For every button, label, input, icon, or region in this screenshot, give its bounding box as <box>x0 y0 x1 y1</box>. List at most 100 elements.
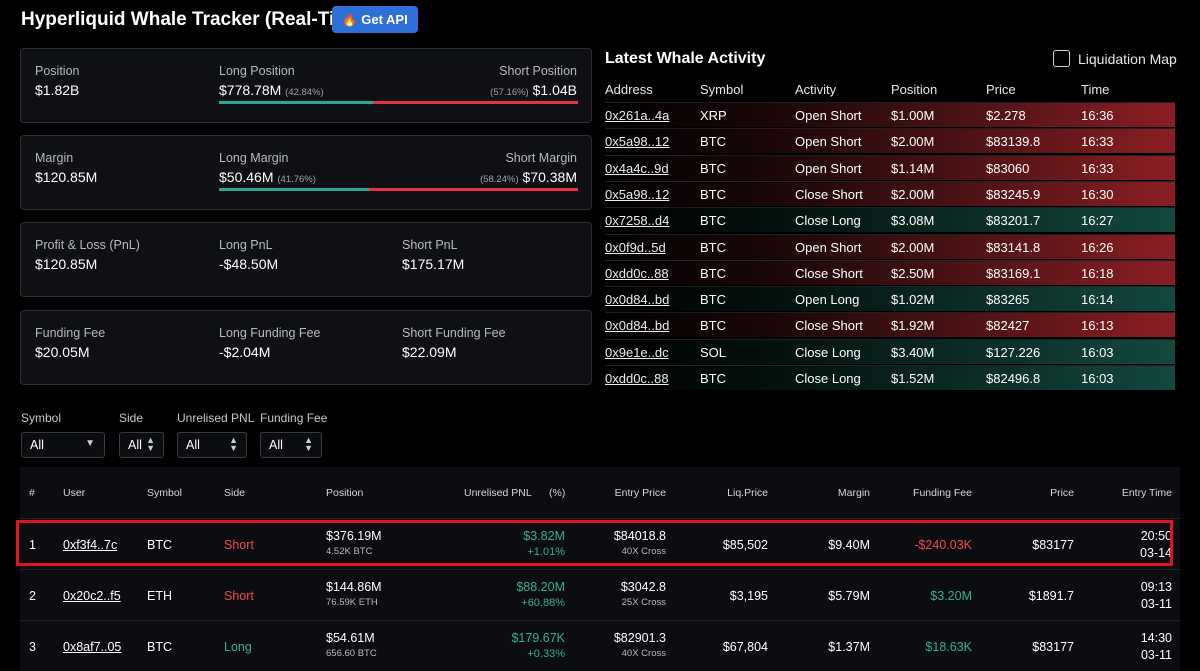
activity-position: $1.52M <box>891 371 935 386</box>
th-pct: (%) <box>549 487 566 499</box>
th-entry-time: Entry Time <box>1121 487 1172 499</box>
side-filter-select[interactable]: All ▲ ▼ <box>119 432 164 458</box>
unrealised-pnl-filter-select[interactable]: All ▲ ▼ <box>177 432 247 458</box>
row-price: $83177 <box>1032 640 1074 654</box>
activity-type: Close Long <box>795 213 861 229</box>
get-api-label: Get API <box>361 12 408 27</box>
row-unrealised-pnl-pct: +0.33% <box>527 648 565 660</box>
row-unrealised-pnl: $3.82M <box>523 529 565 543</box>
th-price: Price <box>1050 487 1074 499</box>
activity-title: Latest Whale Activity <box>605 50 766 67</box>
long-margin-label: Long Margin <box>219 151 289 165</box>
activity-type: Open Short <box>795 239 862 255</box>
activity-row: 0x4a4c..9d BTC Open Short $1.14M $83060 16:33 <box>605 154 1175 180</box>
activity-position: $2.00M <box>891 186 935 202</box>
table-row[interactable]: 3 0x8af7..05 BTC Long $54.61M 656.60 BTC $179.… <box>20 620 1180 671</box>
activity-row: 0x9e1e..dc SOL Close Long $3.40M $127.226 16:… <box>605 338 1175 364</box>
pnl-value: $120.85M <box>35 256 98 272</box>
pnl-label: Profit & Loss (PnL) <box>35 238 140 252</box>
activity-time: 16:36 <box>1081 108 1114 123</box>
row-leverage: 40X Cross <box>621 648 666 659</box>
updown-icon: ▲ ▼ <box>146 435 155 453</box>
activity-address-link[interactable]: 0x5a98..12 <box>605 134 670 150</box>
unrealised-pnl-filter-label: Unrelised PNL <box>177 411 255 425</box>
activity-address-link[interactable]: 0xdd0c..88 <box>605 371 669 386</box>
activity-row: 0x261a..4a XRP Open Short $1.00M $2.278 16:36 <box>605 102 1175 127</box>
activity-address-link[interactable]: 0x0d84..bd <box>605 292 670 308</box>
row-leverage: 40X Cross <box>621 546 666 557</box>
activity-address-link[interactable]: 0x5a98..12 <box>605 186 670 202</box>
activity-row: 0xdd0c..88 BTC Close Short $2.50M $83169.1 16… <box>605 259 1175 285</box>
table-row[interactable]: 1 0xf3f4..7c BTC Short $376.19M 4.52K BTC $3.8… <box>20 518 1180 569</box>
row-leverage: 25X Cross <box>621 597 666 608</box>
activity-position: $2.50M <box>891 265 935 281</box>
activity-address-link[interactable]: 0x0f9d..5d <box>605 239 666 255</box>
activity-price: $2.278 <box>986 108 1026 123</box>
row-price: $83177 <box>1032 538 1074 552</box>
activity-position: $1.14M <box>891 160 935 176</box>
activity-row: 0x5a98..12 BTC Open Short $2.00M $83139.8 16:… <box>605 128 1175 154</box>
page-title: Hyperliquid Whale Tracker (Real-Time) <box>21 9 369 30</box>
user-address-link[interactable]: 0x20c2..f5 <box>63 589 121 603</box>
funding-fee-filter-select[interactable]: All ▲ ▼ <box>260 432 322 458</box>
margin-card: Margin $120.85M Long Margin $50.46M (41.… <box>20 135 592 210</box>
activity-position: $1.92M <box>891 318 935 334</box>
table-header: # User Symbol Side Position Unrelised PN… <box>20 467 1180 517</box>
liquidation-map-toggle[interactable]: Liquidation Map <box>1053 50 1177 67</box>
long-funding-label: Long Funding Fee <box>219 326 321 340</box>
activity-price: $83141.8 <box>986 239 1041 255</box>
row-entry-date: 03-11 <box>1140 597 1172 611</box>
fire-icon: 🔥 <box>342 12 358 27</box>
table-row[interactable]: 2 0x20c2..f5 ETH Short $144.86M 76.59K ETH $88… <box>20 569 1180 620</box>
user-address-link[interactable]: 0x8af7..05 <box>63 640 122 654</box>
th-funding-fee: Funding Fee <box>913 487 972 499</box>
user-address-link[interactable]: 0xf3f4..7c <box>63 538 118 552</box>
row-unrealised-pnl: $88.20M <box>516 580 565 594</box>
margin-label: Margin <box>35 151 74 165</box>
activity-symbol: BTC <box>700 371 726 386</box>
th-entry-price: Entry Price <box>614 487 666 499</box>
position-value: $1.82B <box>35 82 80 98</box>
activity-row: 0x5a98..12 BTC Close Short $2.00M $83245.9 16… <box>605 180 1175 206</box>
row-margin: $9.40M <box>828 538 870 552</box>
get-api-button[interactable]: 🔥 Get API <box>332 6 418 33</box>
activity-address-link[interactable]: 0x4a4c..9d <box>605 160 669 176</box>
updown-icon: ▲ ▼ <box>229 435 238 453</box>
row-unrealised-pnl-pct: +1.01% <box>527 546 565 558</box>
short-position-value: (57.16%) $1.04B <box>490 82 577 98</box>
activity-price: $83139.8 <box>986 134 1041 150</box>
chevron-down-icon: ▼ <box>85 438 95 449</box>
activity-position: $1.02M <box>891 292 935 308</box>
funding-fee-filter-label: Funding Fee <box>260 411 328 425</box>
symbol-filter-select[interactable]: All ▼ <box>21 432 105 458</box>
activity-address-link[interactable]: 0xdd0c..88 <box>605 265 669 281</box>
liquidation-map-checkbox[interactable] <box>1053 50 1070 67</box>
position-label: Position <box>35 64 80 78</box>
row-position-size: 76.59K ETH <box>326 597 378 608</box>
activity-time: 16:13 <box>1081 318 1114 334</box>
row-position: $376.19M <box>326 529 382 543</box>
th-side: Side <box>224 487 246 499</box>
funding-fee-value: $20.05M <box>35 344 90 360</box>
activity-symbol: BTC <box>700 186 726 202</box>
symbol-filter-label: Symbol <box>21 411 62 425</box>
row-side: Short <box>224 589 254 603</box>
activity-price: $83060 <box>986 160 1030 176</box>
activity-type: Close Short <box>795 265 863 281</box>
col-address: Address <box>605 82 653 97</box>
row-symbol: ETH <box>147 589 172 603</box>
row-unrealised-pnl-pct: +60.88% <box>521 597 565 609</box>
activity-time: 16:14 <box>1081 292 1114 308</box>
short-margin-label: Short Margin <box>505 151 577 165</box>
activity-price: $82496.8 <box>986 371 1041 386</box>
position-card: Position $1.82B Long Position $778.78M (… <box>20 48 592 123</box>
activity-type: Close Long <box>795 344 861 360</box>
activity-symbol: BTC <box>700 134 726 150</box>
activity-address-link[interactable]: 0x9e1e..dc <box>605 344 669 360</box>
activity-address-link[interactable]: 0x0d84..bd <box>605 318 670 334</box>
activity-address-link[interactable]: 0x7258..d4 <box>605 213 670 229</box>
row-price: $1891.7 <box>1028 589 1074 603</box>
activity-address-link[interactable]: 0x261a..4a <box>605 108 670 123</box>
pnl-card: Profit & Loss (PnL) $120.85M Long PnL -$… <box>20 222 592 297</box>
row-entry-time: 09:13 <box>1140 580 1172 594</box>
